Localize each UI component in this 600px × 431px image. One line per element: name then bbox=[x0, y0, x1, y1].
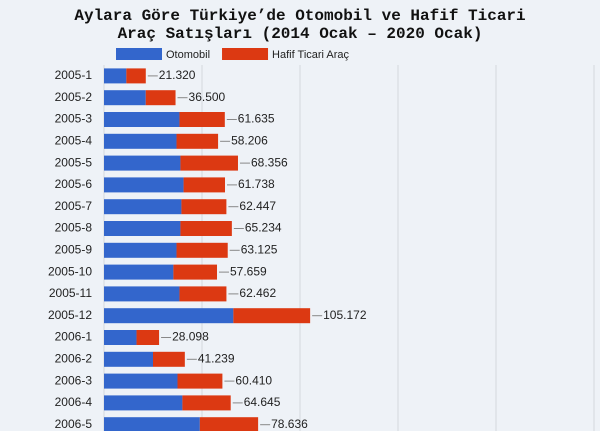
y-tick-label: 2005-10 bbox=[48, 264, 92, 278]
y-tick-label: 2005-1 bbox=[55, 68, 93, 82]
y-tick-label: 2005-8 bbox=[55, 221, 93, 235]
bar-segment bbox=[104, 351, 153, 367]
total-label: 78.636 bbox=[271, 417, 308, 431]
bar-segment bbox=[104, 395, 183, 411]
bar-segment bbox=[104, 199, 182, 215]
bar-segment bbox=[199, 417, 259, 431]
y-tick-label: 2005-12 bbox=[48, 308, 92, 322]
total-label: 61.738 bbox=[238, 177, 275, 191]
bar-segment bbox=[180, 155, 238, 171]
bar-segment bbox=[177, 373, 223, 389]
bar-segment bbox=[180, 221, 232, 236]
y-tick-label: 2005-4 bbox=[55, 133, 93, 147]
bar-segment bbox=[136, 330, 160, 345]
bar-segment bbox=[183, 177, 226, 193]
chart-title: Aylara Göre Türkiye’de Otomobil ve Hafif… bbox=[74, 7, 525, 25]
total-label: 28.098 bbox=[172, 330, 209, 344]
bar-segment bbox=[104, 177, 184, 193]
total-label: 105.172 bbox=[323, 308, 367, 322]
bar-segment bbox=[179, 286, 227, 302]
y-tick-label: 2006-2 bbox=[55, 351, 93, 365]
bar-segment bbox=[179, 112, 225, 127]
bar-segment bbox=[104, 264, 174, 280]
legend-swatch bbox=[116, 48, 162, 60]
bar-segment bbox=[104, 133, 177, 149]
y-tick-label: 2005-2 bbox=[55, 90, 93, 104]
total-label: 57.659 bbox=[230, 264, 267, 278]
bar-segment bbox=[104, 330, 137, 345]
total-label: 63.125 bbox=[241, 242, 278, 256]
bar-segment bbox=[176, 242, 228, 258]
total-label: 65.234 bbox=[245, 221, 282, 235]
bar-segment bbox=[104, 68, 127, 84]
total-label: 64.645 bbox=[244, 395, 281, 409]
y-tick-label: 2006-4 bbox=[55, 395, 93, 409]
bar-segment bbox=[104, 221, 181, 236]
total-label: 41.239 bbox=[198, 351, 235, 365]
bar-segment bbox=[233, 308, 311, 324]
total-label: 21.320 bbox=[159, 68, 196, 82]
y-tick-label: 2006-5 bbox=[55, 417, 93, 431]
y-tick-label: 2005-7 bbox=[55, 199, 93, 213]
bar-segment bbox=[104, 373, 178, 389]
chart-title: Araç Satışları (2014 Ocak – 2020 Ocak) bbox=[118, 25, 483, 43]
bar-segment bbox=[126, 68, 146, 84]
bar-segment bbox=[182, 395, 231, 411]
total-label: 68.356 bbox=[251, 155, 288, 169]
bar-segment bbox=[145, 90, 176, 106]
total-label: 62.462 bbox=[239, 286, 276, 300]
total-label: 61.635 bbox=[238, 112, 275, 126]
y-tick-label: 2005-11 bbox=[49, 286, 92, 300]
legend-swatch bbox=[222, 48, 269, 60]
total-label: 62.447 bbox=[239, 199, 276, 213]
y-tick-label: 2005-9 bbox=[55, 242, 93, 256]
bar-segment bbox=[104, 417, 200, 431]
y-tick-label: 2005-3 bbox=[55, 112, 93, 126]
bar-segment bbox=[153, 351, 185, 367]
y-tick-label: 2005-6 bbox=[55, 177, 93, 191]
bar-segment bbox=[104, 286, 180, 302]
total-label: 58.206 bbox=[231, 133, 268, 147]
y-tick-label: 2006-3 bbox=[55, 373, 93, 387]
bar-segment bbox=[181, 199, 227, 215]
legend-label: Otomobil bbox=[166, 49, 210, 61]
legend-label: Hafif Ticari Araç bbox=[272, 49, 350, 61]
y-tick-label: 2005-5 bbox=[55, 155, 93, 169]
total-label: 60.410 bbox=[235, 373, 272, 387]
bar-segment bbox=[176, 133, 219, 149]
bar-segment bbox=[104, 308, 234, 324]
total-label: 36.500 bbox=[189, 90, 226, 104]
bar-segment bbox=[104, 242, 177, 258]
bar-segment bbox=[104, 90, 146, 106]
bar-segment bbox=[173, 264, 218, 280]
bar-segment bbox=[104, 112, 180, 127]
y-tick-label: 2006-1 bbox=[55, 330, 93, 344]
bar-segment bbox=[104, 155, 181, 171]
